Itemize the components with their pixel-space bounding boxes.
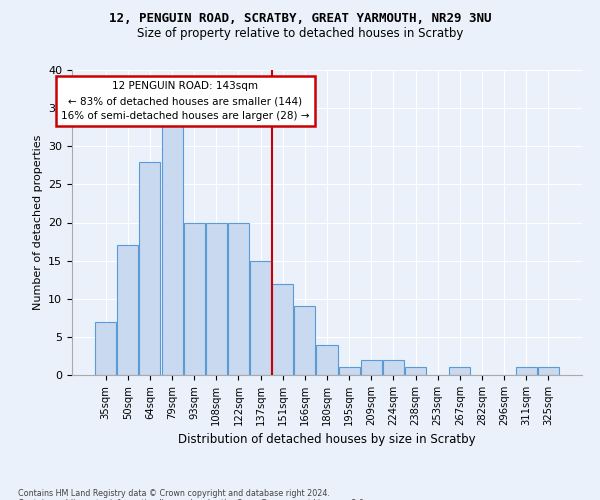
Bar (206, 222, 227, 375)
Bar (405, 368, 426, 375)
Bar (184, 222, 205, 375)
Bar (316, 344, 338, 375)
Y-axis label: Number of detached properties: Number of detached properties (32, 135, 43, 310)
Text: Contains public sector information licensed under the Open Government Licence v3: Contains public sector information licen… (18, 498, 367, 500)
Text: Contains HM Land Registry data © Crown copyright and database right 2024.: Contains HM Land Registry data © Crown c… (18, 488, 330, 498)
Bar (139, 162, 160, 375)
Bar (515, 368, 536, 375)
Bar (538, 368, 559, 375)
Bar (95, 322, 116, 375)
Bar (118, 246, 139, 375)
Bar (250, 260, 271, 375)
Text: Size of property relative to detached houses in Scratby: Size of property relative to detached ho… (137, 28, 463, 40)
Bar (228, 222, 249, 375)
Bar (295, 306, 316, 375)
Text: 12, PENGUIN ROAD, SCRATBY, GREAT YARMOUTH, NR29 3NU: 12, PENGUIN ROAD, SCRATBY, GREAT YARMOUT… (109, 12, 491, 26)
Bar (338, 368, 359, 375)
Bar (383, 360, 404, 375)
Bar (449, 368, 470, 375)
X-axis label: Distribution of detached houses by size in Scratby: Distribution of detached houses by size … (178, 434, 476, 446)
Bar (272, 284, 293, 375)
Bar (161, 124, 182, 375)
Bar (361, 360, 382, 375)
Text: 12 PENGUIN ROAD: 143sqm
← 83% of detached houses are smaller (144)
16% of semi-d: 12 PENGUIN ROAD: 143sqm ← 83% of detache… (61, 82, 310, 121)
